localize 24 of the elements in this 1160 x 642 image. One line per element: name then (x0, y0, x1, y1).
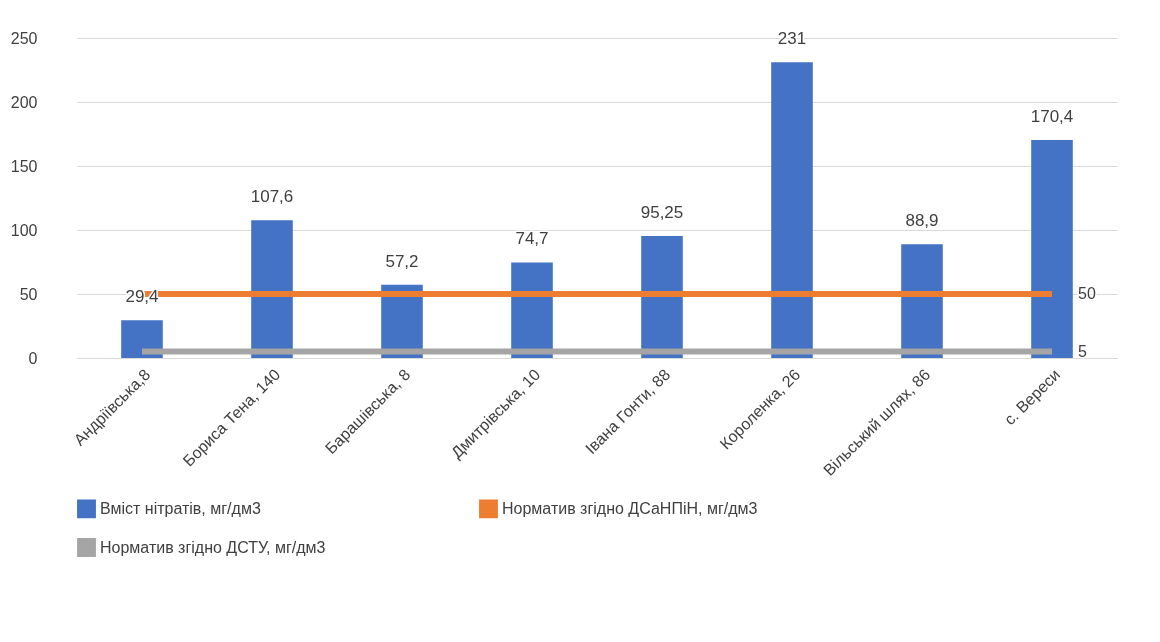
y-tick-label: 0 (28, 349, 38, 367)
data-label: 231 (777, 29, 807, 49)
bar (251, 220, 293, 358)
y-tick-label: 200 (10, 93, 38, 111)
data-label: 74,7 (515, 229, 549, 249)
data-label: 29,4 (125, 287, 159, 307)
legend-label: Норматив згідно ДСТУ, мг/дм3 (100, 538, 326, 556)
y-tick-label: 150 (10, 157, 38, 175)
y-tick-label: 250 (10, 29, 38, 47)
data-label: 57,2 (385, 251, 419, 271)
y-tick-label: 50 (19, 285, 38, 303)
data-label: 95,25 (640, 203, 684, 223)
y-tick-label: 100 (10, 221, 38, 239)
data-label: 107,6 (250, 187, 294, 207)
data-label: 170,4 (1030, 106, 1074, 126)
data-label: 50 (1078, 285, 1096, 302)
legend-label: Норматив згідно ДСаНПіН, мг/дм3 (502, 499, 758, 517)
data-label: 88,9 (905, 211, 939, 231)
bar (121, 320, 163, 358)
bar (641, 236, 683, 358)
legend-label: Вміст нітратів, мг/дм3 (100, 499, 261, 517)
data-label: 5 (1078, 342, 1087, 360)
bar (771, 62, 813, 358)
bar (1031, 139, 1073, 358)
